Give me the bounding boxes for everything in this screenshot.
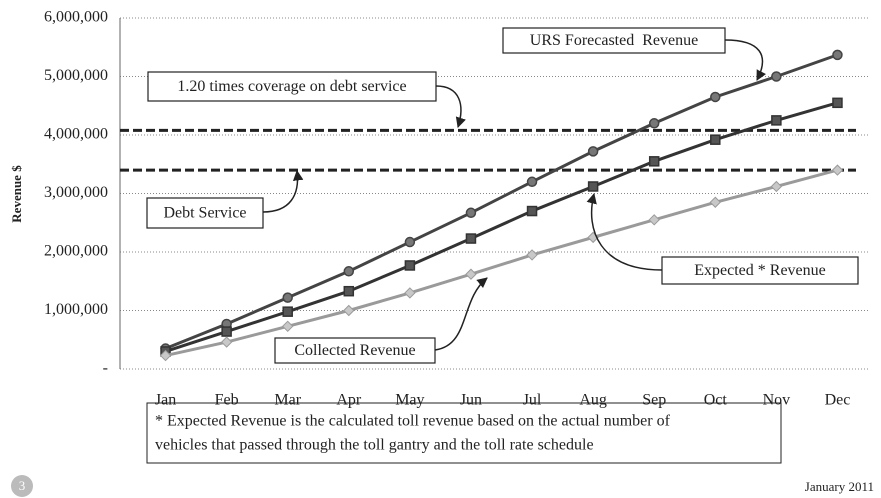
x-tick-label: Sep: [642, 392, 666, 409]
x-tick-label: Jan: [155, 392, 176, 409]
y-tick-label: 3,000,000: [44, 184, 108, 201]
marker: [771, 71, 782, 82]
callout-arrow: [724, 39, 767, 81]
marker: [343, 266, 355, 277]
marker: [404, 236, 416, 248]
y-axis-label: Revenue $: [9, 165, 24, 223]
marker: [770, 180, 783, 193]
marker: [159, 349, 172, 362]
callout-label: 1.20 times coverage on debt service: [177, 78, 406, 95]
footnote-line: vehicles that passed through the toll ga…: [155, 437, 594, 454]
x-tick-label: Aug: [579, 392, 607, 409]
page-number: 3: [19, 478, 26, 493]
marker: [465, 268, 477, 280]
marker: [526, 176, 538, 188]
marker: [648, 214, 660, 226]
marker: [587, 146, 599, 157]
marker: [465, 233, 477, 244]
page-badge: [11, 475, 33, 497]
callout-box: [274, 337, 436, 364]
callout-arrow: [262, 169, 304, 213]
x-tick-label: Jul: [523, 392, 542, 409]
y-tick-label: 6,000,000: [44, 9, 108, 26]
series-line: [165, 168, 838, 358]
marker: [832, 49, 843, 61]
y-tick-label: 1,000,000: [44, 301, 108, 318]
callout-arrow: [586, 192, 663, 271]
callout-label: Expected * Revenue: [694, 262, 826, 279]
marker: [404, 287, 416, 299]
footnote-line: * Expected Revenue is the calculated tol…: [155, 413, 671, 430]
y-tick-label: 4,000,000: [44, 126, 108, 143]
marker: [221, 326, 232, 337]
x-tick-label: May: [395, 392, 424, 409]
marker: [526, 249, 538, 261]
marker: [282, 320, 294, 333]
x-tick-label: Feb: [215, 392, 239, 409]
marker: [710, 91, 721, 103]
x-tick-label: Oct: [704, 392, 728, 409]
marker: [282, 292, 293, 303]
y-tick-label: -: [103, 360, 108, 377]
y-tick-label: 5,000,000: [44, 67, 108, 84]
callout-arrow: [434, 277, 488, 351]
footnote-box: [146, 402, 782, 464]
marker: [220, 336, 233, 348]
marker: [282, 306, 293, 317]
x-tick-label: Jun: [460, 392, 482, 409]
callout-label: Collected Revenue: [294, 342, 415, 359]
marker: [771, 115, 782, 126]
callout-arrow: [435, 85, 466, 129]
callout-label: Debt Service: [163, 205, 246, 222]
x-tick-label: Nov: [763, 392, 791, 409]
marker: [465, 207, 477, 219]
marker: [710, 134, 721, 145]
marker: [709, 196, 721, 208]
marker: [832, 97, 843, 109]
marker: [831, 164, 844, 176]
x-tick-label: Mar: [274, 392, 301, 409]
marker: [526, 205, 538, 217]
series-line: [165, 101, 838, 353]
callout-label: URS Forecasted Revenue: [530, 32, 698, 49]
x-tick-label: Dec: [825, 392, 851, 409]
marker: [587, 181, 599, 192]
callout-box: [661, 256, 859, 285]
marker: [343, 285, 355, 297]
marker: [648, 156, 660, 167]
callout-box: [147, 71, 437, 102]
marker: [404, 260, 416, 271]
callout-box: [502, 27, 726, 54]
series-line: [164, 53, 838, 350]
y-tick-label: 2,000,000: [44, 243, 108, 260]
callout-box: [146, 197, 264, 229]
date: January 2011: [805, 479, 874, 494]
marker: [343, 304, 355, 317]
x-tick-label: Apr: [336, 392, 362, 409]
marker: [648, 118, 660, 129]
